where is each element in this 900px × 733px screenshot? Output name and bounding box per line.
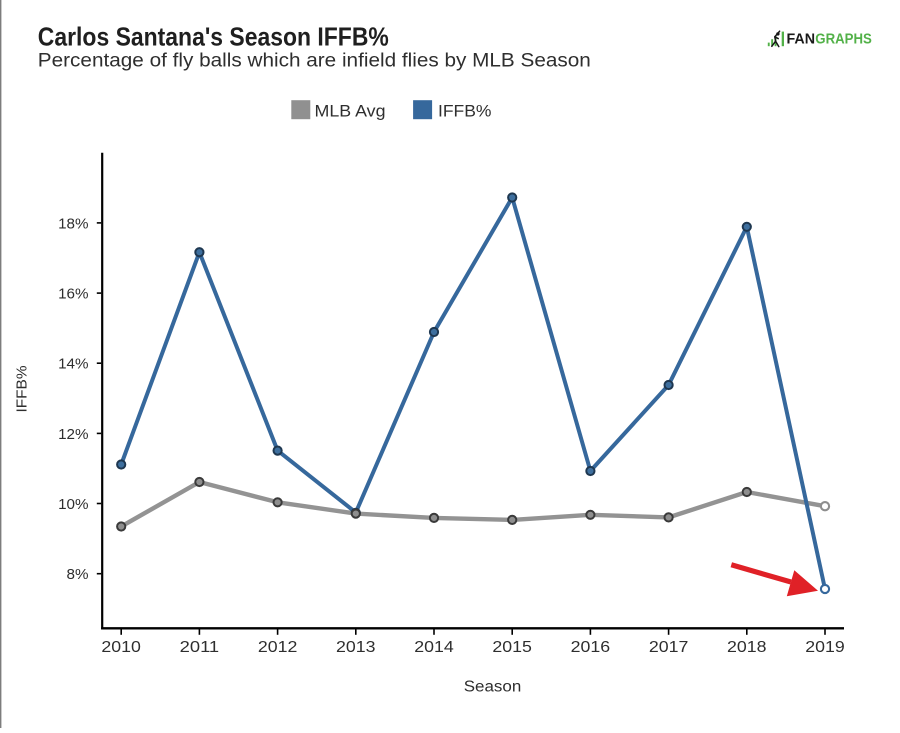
- svg-text:2010: 2010: [101, 639, 141, 656]
- svg-text:2015: 2015: [492, 639, 532, 656]
- svg-text:MLB Avg: MLB Avg: [315, 102, 386, 121]
- svg-text:2017: 2017: [649, 639, 689, 656]
- svg-text:18%: 18%: [58, 215, 88, 232]
- svg-text:2018: 2018: [727, 639, 767, 656]
- svg-text:IFFB%: IFFB%: [438, 102, 492, 121]
- svg-text:2012: 2012: [258, 639, 298, 656]
- svg-text:2016: 2016: [571, 639, 611, 656]
- svg-text:16%: 16%: [58, 286, 88, 303]
- svg-text:8%: 8%: [67, 566, 89, 583]
- svg-text:2014: 2014: [414, 639, 454, 656]
- svg-text:2011: 2011: [180, 639, 220, 656]
- svg-text:Season: Season: [464, 679, 522, 696]
- svg-text:14%: 14%: [58, 356, 88, 373]
- svg-text:10%: 10%: [58, 496, 88, 513]
- svg-text:FAN: FAN: [787, 31, 816, 48]
- svg-text:12%: 12%: [58, 426, 88, 443]
- svg-text:2019: 2019: [805, 639, 845, 656]
- svg-text:2013: 2013: [336, 639, 376, 656]
- svg-text:Percentage of fly balls which: Percentage of fly balls which are infiel…: [38, 51, 591, 72]
- svg-text:IFFB%: IFFB%: [14, 366, 31, 413]
- svg-text:Carlos Santana's Season IFFB%: Carlos Santana's Season IFFB%: [38, 21, 389, 51]
- svg-text:GRAPHS: GRAPHS: [815, 31, 872, 48]
